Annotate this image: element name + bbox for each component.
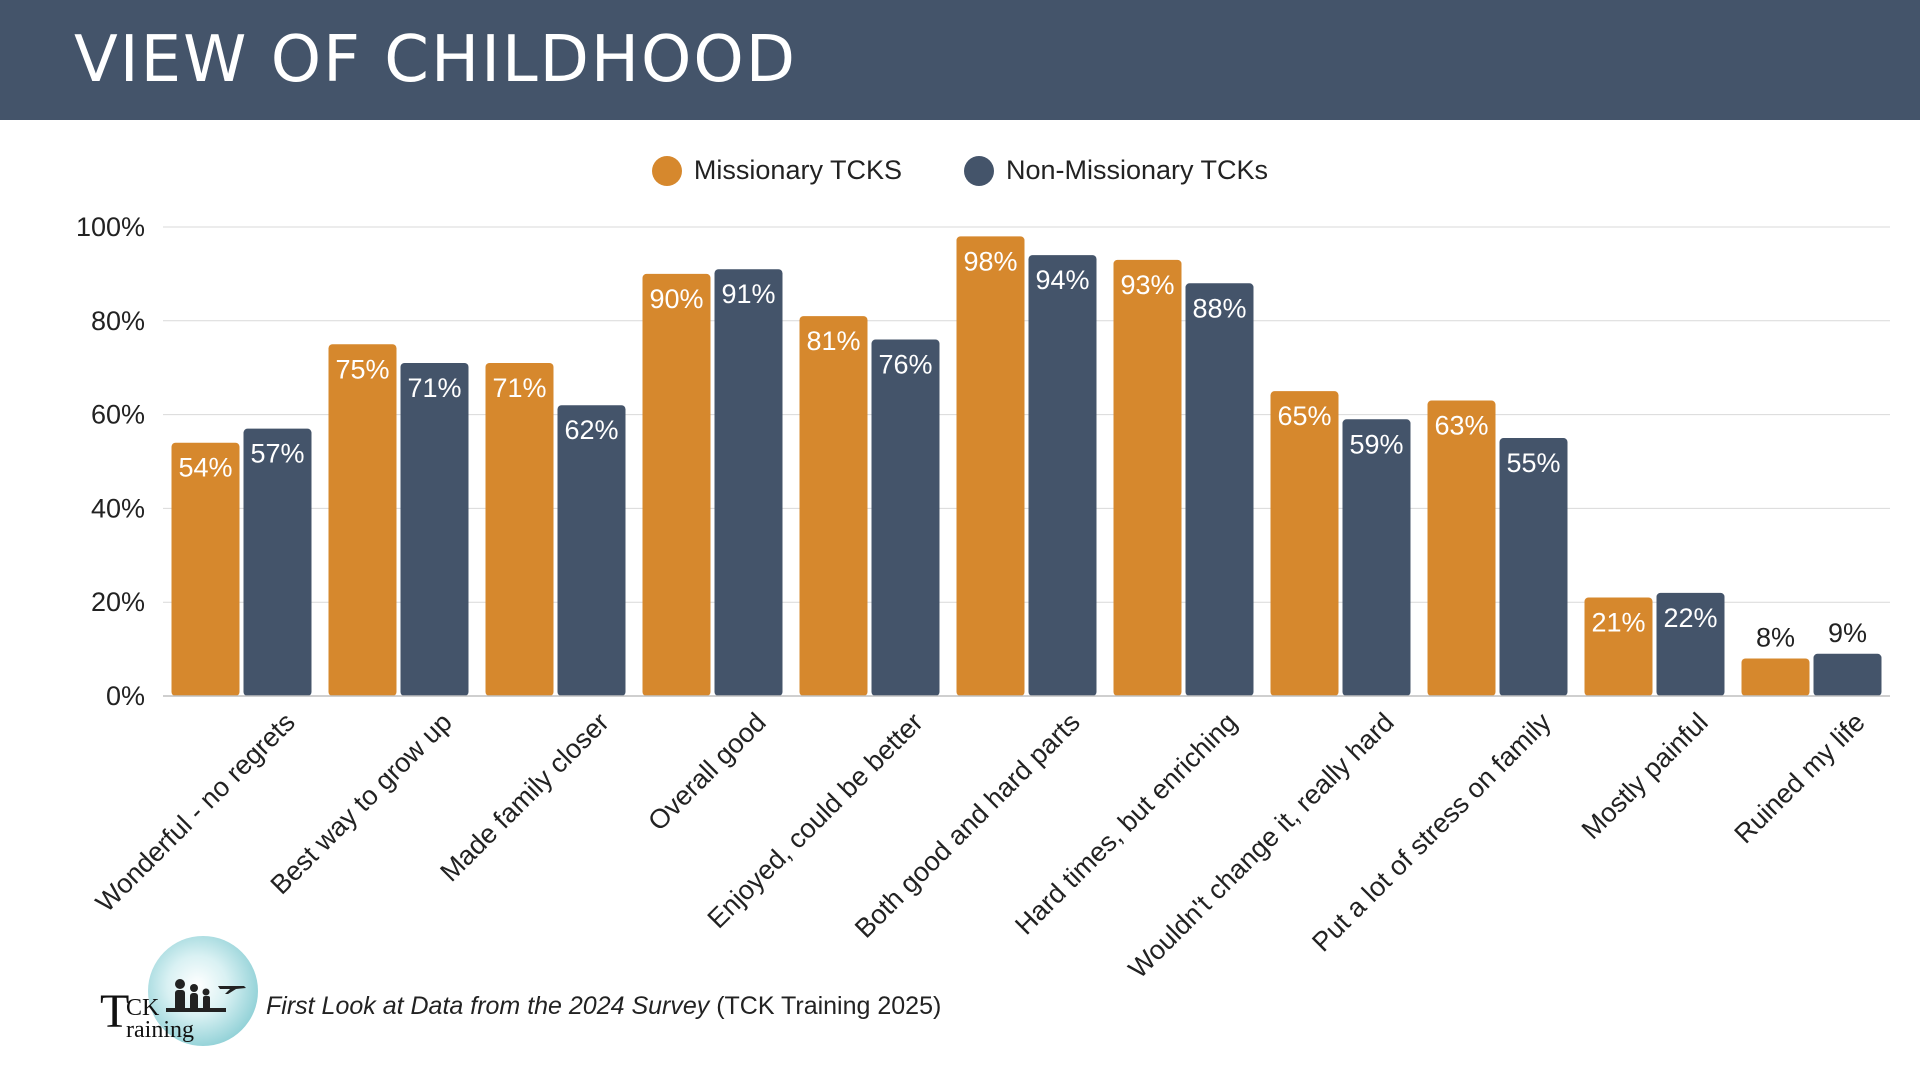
bar xyxy=(171,442,240,696)
bar xyxy=(1499,438,1568,696)
data-label: 98% xyxy=(963,246,1017,276)
x-tick-label: Wouldn't change it, really hard xyxy=(1123,707,1400,984)
y-tick-label: 100% xyxy=(76,212,145,242)
logo-letters-raining: raining xyxy=(126,1017,194,1043)
data-label: 54% xyxy=(178,453,232,483)
data-label: 71% xyxy=(407,373,461,403)
legend-swatch-missionary xyxy=(651,155,682,186)
source-caption: First Look at Data from the 2024 Survey … xyxy=(266,992,941,1021)
y-tick-label: 20% xyxy=(91,587,145,617)
bar xyxy=(1813,653,1882,696)
bar xyxy=(1741,658,1810,696)
data-label: 81% xyxy=(806,326,860,356)
data-label: 91% xyxy=(721,279,775,309)
bar xyxy=(799,316,868,696)
bar xyxy=(1270,391,1339,696)
data-label: 63% xyxy=(1434,411,1488,441)
data-label: 75% xyxy=(335,354,389,384)
source-caption-title: First Look at Data from the 2024 Survey xyxy=(266,992,710,1020)
x-tick-label: Overall good xyxy=(642,707,771,836)
data-label: 55% xyxy=(1506,448,1560,478)
data-label: 21% xyxy=(1591,608,1645,638)
legend-label-non-missionary: Non-Missionary TCKs xyxy=(1005,155,1269,185)
legend-label-missionary: Missionary TCKS xyxy=(693,155,902,185)
header-bar: VIEW OF CHILDHOOD xyxy=(0,0,1920,120)
data-label: 8% xyxy=(1756,622,1795,652)
bar-chart: 0% 20% 40% 60% 80% 100% 54% 57% Wonderful - no r… xyxy=(76,212,1890,984)
chart-legend: Missionary TCKS Non-Missionary TCKs xyxy=(0,155,1920,186)
bar xyxy=(1584,597,1653,696)
data-label: 59% xyxy=(1349,429,1403,459)
x-tick-label: Ruined my life xyxy=(1729,707,1871,849)
family-silhouette-icon xyxy=(166,979,246,1012)
bar xyxy=(1342,419,1411,696)
legend-swatch-non-missionary xyxy=(963,155,994,186)
x-tick-label: Best way to grow up xyxy=(265,707,458,900)
data-label: 94% xyxy=(1035,265,1089,295)
bar xyxy=(871,339,940,696)
bar xyxy=(956,236,1025,696)
data-label: 90% xyxy=(649,284,703,314)
x-tick-label: Mostly painful xyxy=(1576,707,1714,845)
y-tick-label: 40% xyxy=(91,493,145,523)
page-title: VIEW OF CHILDHOOD xyxy=(74,23,798,97)
legend-item-missionary: Missionary TCKS xyxy=(651,155,902,186)
bar xyxy=(1028,255,1097,696)
bar xyxy=(1656,592,1725,696)
source-caption-attribution: (TCK Training 2025) xyxy=(709,992,942,1020)
logo-letter-t: T xyxy=(100,985,130,1038)
bar xyxy=(1185,283,1254,696)
bar xyxy=(328,344,397,696)
y-tick-label: 60% xyxy=(91,400,145,430)
footer: T CK raining First Look at Data from the… xyxy=(100,930,1000,1050)
data-label: 65% xyxy=(1277,401,1331,431)
y-tick-label: 80% xyxy=(91,306,145,336)
x-tick-label: Made family closer xyxy=(434,707,614,887)
bar xyxy=(1427,400,1496,696)
data-label: 93% xyxy=(1120,270,1174,300)
data-label: 9% xyxy=(1828,618,1867,648)
data-label: 22% xyxy=(1663,603,1717,633)
logo-letters-ck: CK xyxy=(126,995,160,1021)
data-label: 62% xyxy=(564,415,618,445)
data-label: 76% xyxy=(878,350,932,380)
bar xyxy=(714,269,783,696)
data-label: 57% xyxy=(250,439,304,469)
bar xyxy=(557,405,626,696)
x-tick-label: Wonderful - no regrets xyxy=(90,707,301,918)
data-label: 71% xyxy=(492,373,546,403)
bar xyxy=(400,363,469,696)
legend-item-non-missionary: Non-Missionary TCKs xyxy=(963,155,1269,186)
data-label: 88% xyxy=(1192,293,1246,323)
bar xyxy=(1113,259,1182,696)
bar xyxy=(485,363,554,696)
y-tick-label: 0% xyxy=(106,681,145,711)
bar xyxy=(642,273,711,696)
bar xyxy=(243,428,312,696)
